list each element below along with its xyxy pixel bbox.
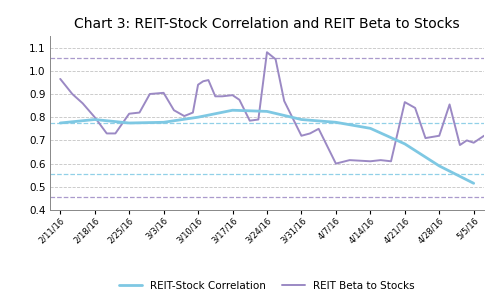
REIT Beta to Stocks <box>281 99 287 103</box>
REIT Beta to Stocks <box>247 119 252 122</box>
REIT-Stock Correlation <box>230 108 236 112</box>
REIT Beta to Stocks <box>212 94 218 98</box>
REIT Beta to Stocks <box>80 101 86 105</box>
REIT Beta to Stocks <box>200 80 206 83</box>
Legend: REIT-Stock Correlation, REIT Beta to Stocks: REIT-Stock Correlation, REIT Beta to Sto… <box>115 277 419 295</box>
REIT-Stock Correlation <box>367 127 373 130</box>
REIT Beta to Stocks <box>347 158 353 162</box>
REIT Beta to Stocks <box>367 160 373 163</box>
REIT Beta to Stocks <box>423 136 429 140</box>
REIT Beta to Stocks <box>190 111 196 114</box>
REIT-Stock Correlation <box>436 164 442 168</box>
REIT Beta to Stocks <box>272 57 278 61</box>
REIT Beta to Stocks <box>147 92 153 96</box>
REIT-Stock Correlation <box>57 121 63 125</box>
REIT-Stock Correlation <box>92 118 98 121</box>
REIT Beta to Stocks <box>447 103 453 106</box>
REIT-Stock Correlation <box>161 121 167 124</box>
REIT Beta to Stocks <box>57 77 63 81</box>
REIT Beta to Stocks <box>457 143 463 147</box>
REIT Beta to Stocks <box>412 106 418 110</box>
REIT Beta to Stocks <box>171 108 177 112</box>
REIT Beta to Stocks <box>436 134 442 138</box>
REIT Beta to Stocks <box>264 50 270 54</box>
REIT Beta to Stocks <box>195 83 201 86</box>
REIT Beta to Stocks <box>181 114 187 118</box>
Title: Chart 3: REIT-Stock Correlation and REIT Beta to Stocks: Chart 3: REIT-Stock Correlation and REIT… <box>74 17 460 31</box>
REIT Beta to Stocks <box>378 158 384 162</box>
REIT Beta to Stocks <box>316 127 322 130</box>
REIT-Stock Correlation <box>298 118 304 121</box>
REIT Beta to Stocks <box>298 134 304 138</box>
REIT Beta to Stocks <box>92 116 98 119</box>
REIT Beta to Stocks <box>104 132 110 135</box>
Line: REIT Beta to Stocks: REIT Beta to Stocks <box>60 52 491 164</box>
Line: REIT-Stock Correlation: REIT-Stock Correlation <box>60 110 474 183</box>
REIT Beta to Stocks <box>471 141 477 145</box>
REIT Beta to Stocks <box>161 91 167 94</box>
REIT Beta to Stocks <box>255 118 261 121</box>
REIT-Stock Correlation <box>126 121 132 125</box>
REIT Beta to Stocks <box>464 139 470 142</box>
REIT Beta to Stocks <box>333 162 339 165</box>
REIT Beta to Stocks <box>230 93 236 97</box>
REIT Beta to Stocks <box>112 132 118 135</box>
REIT Beta to Stocks <box>69 92 75 96</box>
REIT-Stock Correlation <box>471 182 477 185</box>
REIT Beta to Stocks <box>137 111 143 114</box>
REIT Beta to Stocks <box>388 160 394 163</box>
REIT Beta to Stocks <box>402 100 408 104</box>
REIT-Stock Correlation <box>333 121 339 124</box>
REIT Beta to Stocks <box>481 134 487 138</box>
REIT-Stock Correlation <box>264 110 270 113</box>
REIT-Stock Correlation <box>402 142 408 146</box>
REIT Beta to Stocks <box>488 133 494 136</box>
REIT Beta to Stocks <box>206 78 212 82</box>
REIT Beta to Stocks <box>219 94 225 98</box>
REIT-Stock Correlation <box>195 116 201 119</box>
REIT Beta to Stocks <box>126 112 132 116</box>
REIT Beta to Stocks <box>237 98 243 102</box>
REIT Beta to Stocks <box>307 132 313 135</box>
